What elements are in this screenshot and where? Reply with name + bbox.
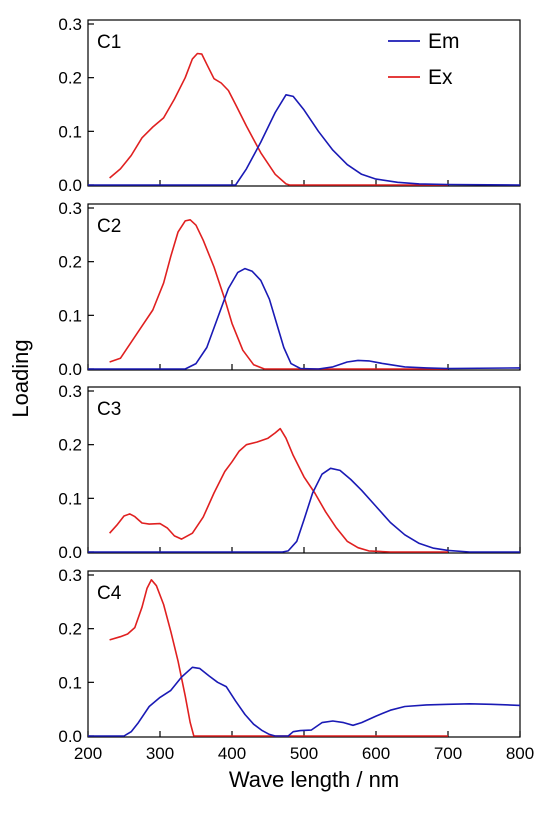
series-line-ex-c1 <box>109 52 448 186</box>
x-tick-label: 800 <box>506 744 534 763</box>
series-line-em-c2 <box>88 267 521 370</box>
x-tick-label: 400 <box>218 744 246 763</box>
y-tick-label: 0.3 <box>58 566 82 585</box>
y-tick-label: 0.3 <box>58 199 82 218</box>
x-tick-label: 200 <box>74 744 102 763</box>
series-line-em-c1 <box>88 94 521 186</box>
x-tick-label: 300 <box>146 744 174 763</box>
y-tick-label: 0.0 <box>58 727 82 746</box>
panel-label-c1: C1 <box>97 32 121 53</box>
y-tick-label: 0.1 <box>58 122 82 141</box>
panel-frame-4 <box>87 570 521 738</box>
y-tick-label: 0.0 <box>58 176 82 195</box>
y-tick-label: 0.1 <box>58 489 82 508</box>
series-line-ex-c2 <box>109 219 448 370</box>
series-line-em-c3 <box>88 467 520 553</box>
series-line-ex-c4 <box>109 579 448 737</box>
x-tick-label: 700 <box>434 744 462 763</box>
legend-label-em: Em <box>428 30 460 53</box>
panel-label-c3: C3 <box>97 399 121 420</box>
panel-frame-2 <box>87 203 521 371</box>
y-tick-label: 0.0 <box>58 543 82 562</box>
x-axis-title: Wave length / nm <box>229 767 399 792</box>
panel-label-c4: C4 <box>97 583 122 604</box>
y-tick-label: 0.2 <box>58 69 82 88</box>
y-tick-label: 0.3 <box>58 382 82 401</box>
panel-frame-3 <box>87 386 521 554</box>
x-tick-label: 500 <box>290 744 318 763</box>
x-tick-label: 600 <box>362 744 390 763</box>
panel-label-c2: C2 <box>97 216 121 237</box>
series-line-em-c4 <box>88 666 521 737</box>
y-tick-label: 0.0 <box>58 360 82 379</box>
y-tick-label: 0.2 <box>58 620 82 639</box>
series-line-ex-c3 <box>109 427 448 553</box>
y-tick-label: 0.2 <box>58 436 82 455</box>
y-tick-label: 0.3 <box>58 15 82 34</box>
y-tick-label: 0.2 <box>58 253 82 272</box>
y-axis-title: Loading <box>8 339 33 417</box>
y-tick-label: 0.1 <box>58 306 82 325</box>
legend-label-ex: Ex <box>428 66 453 89</box>
y-tick-label: 0.1 <box>58 673 82 692</box>
